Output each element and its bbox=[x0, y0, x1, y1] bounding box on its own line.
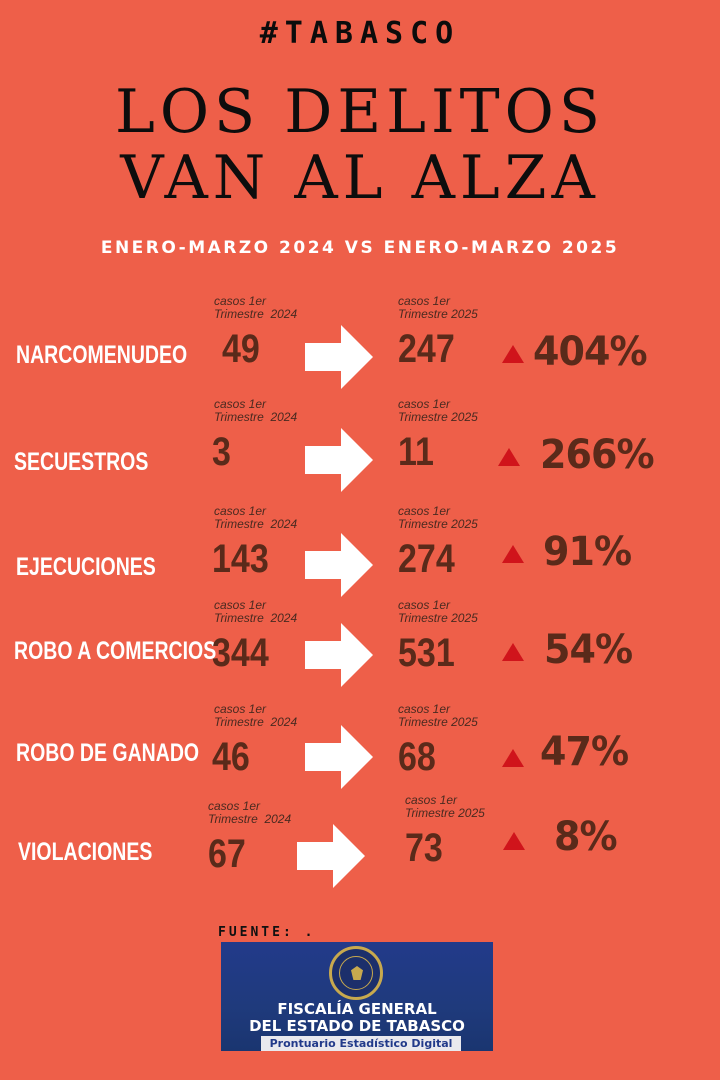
caption-2025: casos 1er Trimestre 2025 bbox=[398, 504, 478, 531]
value-2024: 143 bbox=[212, 537, 269, 581]
crime-label: NARCOMENUDEO bbox=[16, 341, 188, 369]
right-arrow-icon bbox=[305, 725, 373, 789]
logo-title-line-2: DEL ESTADO DE TABASCO bbox=[249, 1017, 465, 1035]
right-arrow-icon bbox=[305, 428, 373, 492]
caption-2025: casos 1er Trimestre 2025 bbox=[398, 598, 478, 625]
caption-2025: casos 1er Trimestre 2025 bbox=[398, 702, 478, 729]
right-arrow-icon bbox=[297, 824, 365, 888]
crime-label: ROBO DE GANADO bbox=[16, 739, 200, 767]
crime-row: VIOLACIONES casos 1er Trimestre 2024 67 … bbox=[0, 794, 720, 898]
fiscalia-emblem-icon bbox=[329, 946, 383, 1000]
caption-2025: casos 1er Trimestre 2025 bbox=[405, 793, 485, 820]
caption-2025: casos 1er Trimestre 2025 bbox=[398, 397, 478, 424]
crime-row: ROBO A COMERCIOS casos 1er Trimestre 202… bbox=[0, 597, 720, 697]
title-line-2: VAN AL ALZA bbox=[120, 143, 600, 213]
value-2025: 68 bbox=[398, 735, 436, 779]
caption-2024: casos 1er Trimestre 2024 bbox=[214, 504, 298, 531]
value-2024: 344 bbox=[212, 631, 269, 675]
crime-label: EJECUCIONES bbox=[16, 553, 156, 581]
value-2025: 274 bbox=[398, 537, 455, 581]
change-percent: 266% bbox=[540, 432, 655, 478]
crime-label: VIOLACIONES bbox=[18, 838, 153, 866]
hashtag: #TABASCO bbox=[259, 16, 461, 51]
value-2025: 11 bbox=[398, 430, 434, 474]
up-triangle-icon bbox=[502, 345, 524, 363]
caption-2024: casos 1er Trimestre 2024 bbox=[214, 294, 298, 321]
value-2025: 531 bbox=[398, 631, 455, 675]
up-triangle-icon bbox=[503, 832, 525, 850]
logo-subtitle: Prontuario Estadístico Digital bbox=[261, 1036, 461, 1051]
crime-row: EJECUCIONES casos 1er Trimestre 2024 143… bbox=[0, 503, 720, 603]
change-percent: 91% bbox=[543, 529, 632, 575]
up-triangle-icon bbox=[502, 749, 524, 767]
logo-title-line-1: FISCALÍA GENERAL bbox=[277, 1000, 437, 1018]
up-triangle-icon bbox=[498, 448, 520, 466]
caption-2025: casos 1er Trimestre 2025 bbox=[398, 294, 478, 321]
up-triangle-icon bbox=[502, 643, 524, 661]
value-2024: 49 bbox=[222, 327, 260, 371]
value-2024: 67 bbox=[208, 832, 246, 876]
title-line-1: LOS DELITOS bbox=[115, 77, 605, 147]
caption-2024: casos 1er Trimestre 2024 bbox=[214, 598, 298, 625]
value-2025: 73 bbox=[405, 826, 443, 870]
crime-label: SECUESTROS bbox=[14, 448, 149, 476]
right-arrow-icon bbox=[305, 325, 373, 389]
crime-row: SECUESTROS casos 1er Trimestre 2024 3 ca… bbox=[0, 396, 720, 496]
crime-row: ROBO DE GANADO casos 1er Trimestre 2024 … bbox=[0, 701, 720, 801]
subtitle: ENERO-MARZO 2024 VS ENERO-MARZO 2025 bbox=[100, 238, 620, 258]
source-label: FUENTE: . bbox=[218, 925, 316, 940]
caption-2024: casos 1er Trimestre 2024 bbox=[208, 799, 292, 826]
value-2024: 3 bbox=[212, 430, 231, 474]
value-2025: 247 bbox=[398, 327, 455, 371]
caption-2024: casos 1er Trimestre 2024 bbox=[214, 702, 298, 729]
right-arrow-icon bbox=[305, 623, 373, 687]
crime-row: NARCOMENUDEO casos 1er Trimestre 2024 49… bbox=[0, 293, 720, 393]
fiscalia-logo: FISCALÍA GENERAL DEL ESTADO DE TABASCO P… bbox=[221, 942, 493, 1051]
up-triangle-icon bbox=[502, 545, 524, 563]
change-percent: 404% bbox=[533, 329, 648, 375]
caption-2024: casos 1er Trimestre 2024 bbox=[214, 397, 298, 424]
change-percent: 8% bbox=[554, 814, 618, 860]
right-arrow-icon bbox=[305, 533, 373, 597]
change-percent: 47% bbox=[540, 729, 629, 775]
change-percent: 54% bbox=[544, 627, 633, 673]
crime-label: ROBO A COMERCIOS bbox=[14, 637, 217, 665]
value-2024: 46 bbox=[212, 735, 250, 779]
